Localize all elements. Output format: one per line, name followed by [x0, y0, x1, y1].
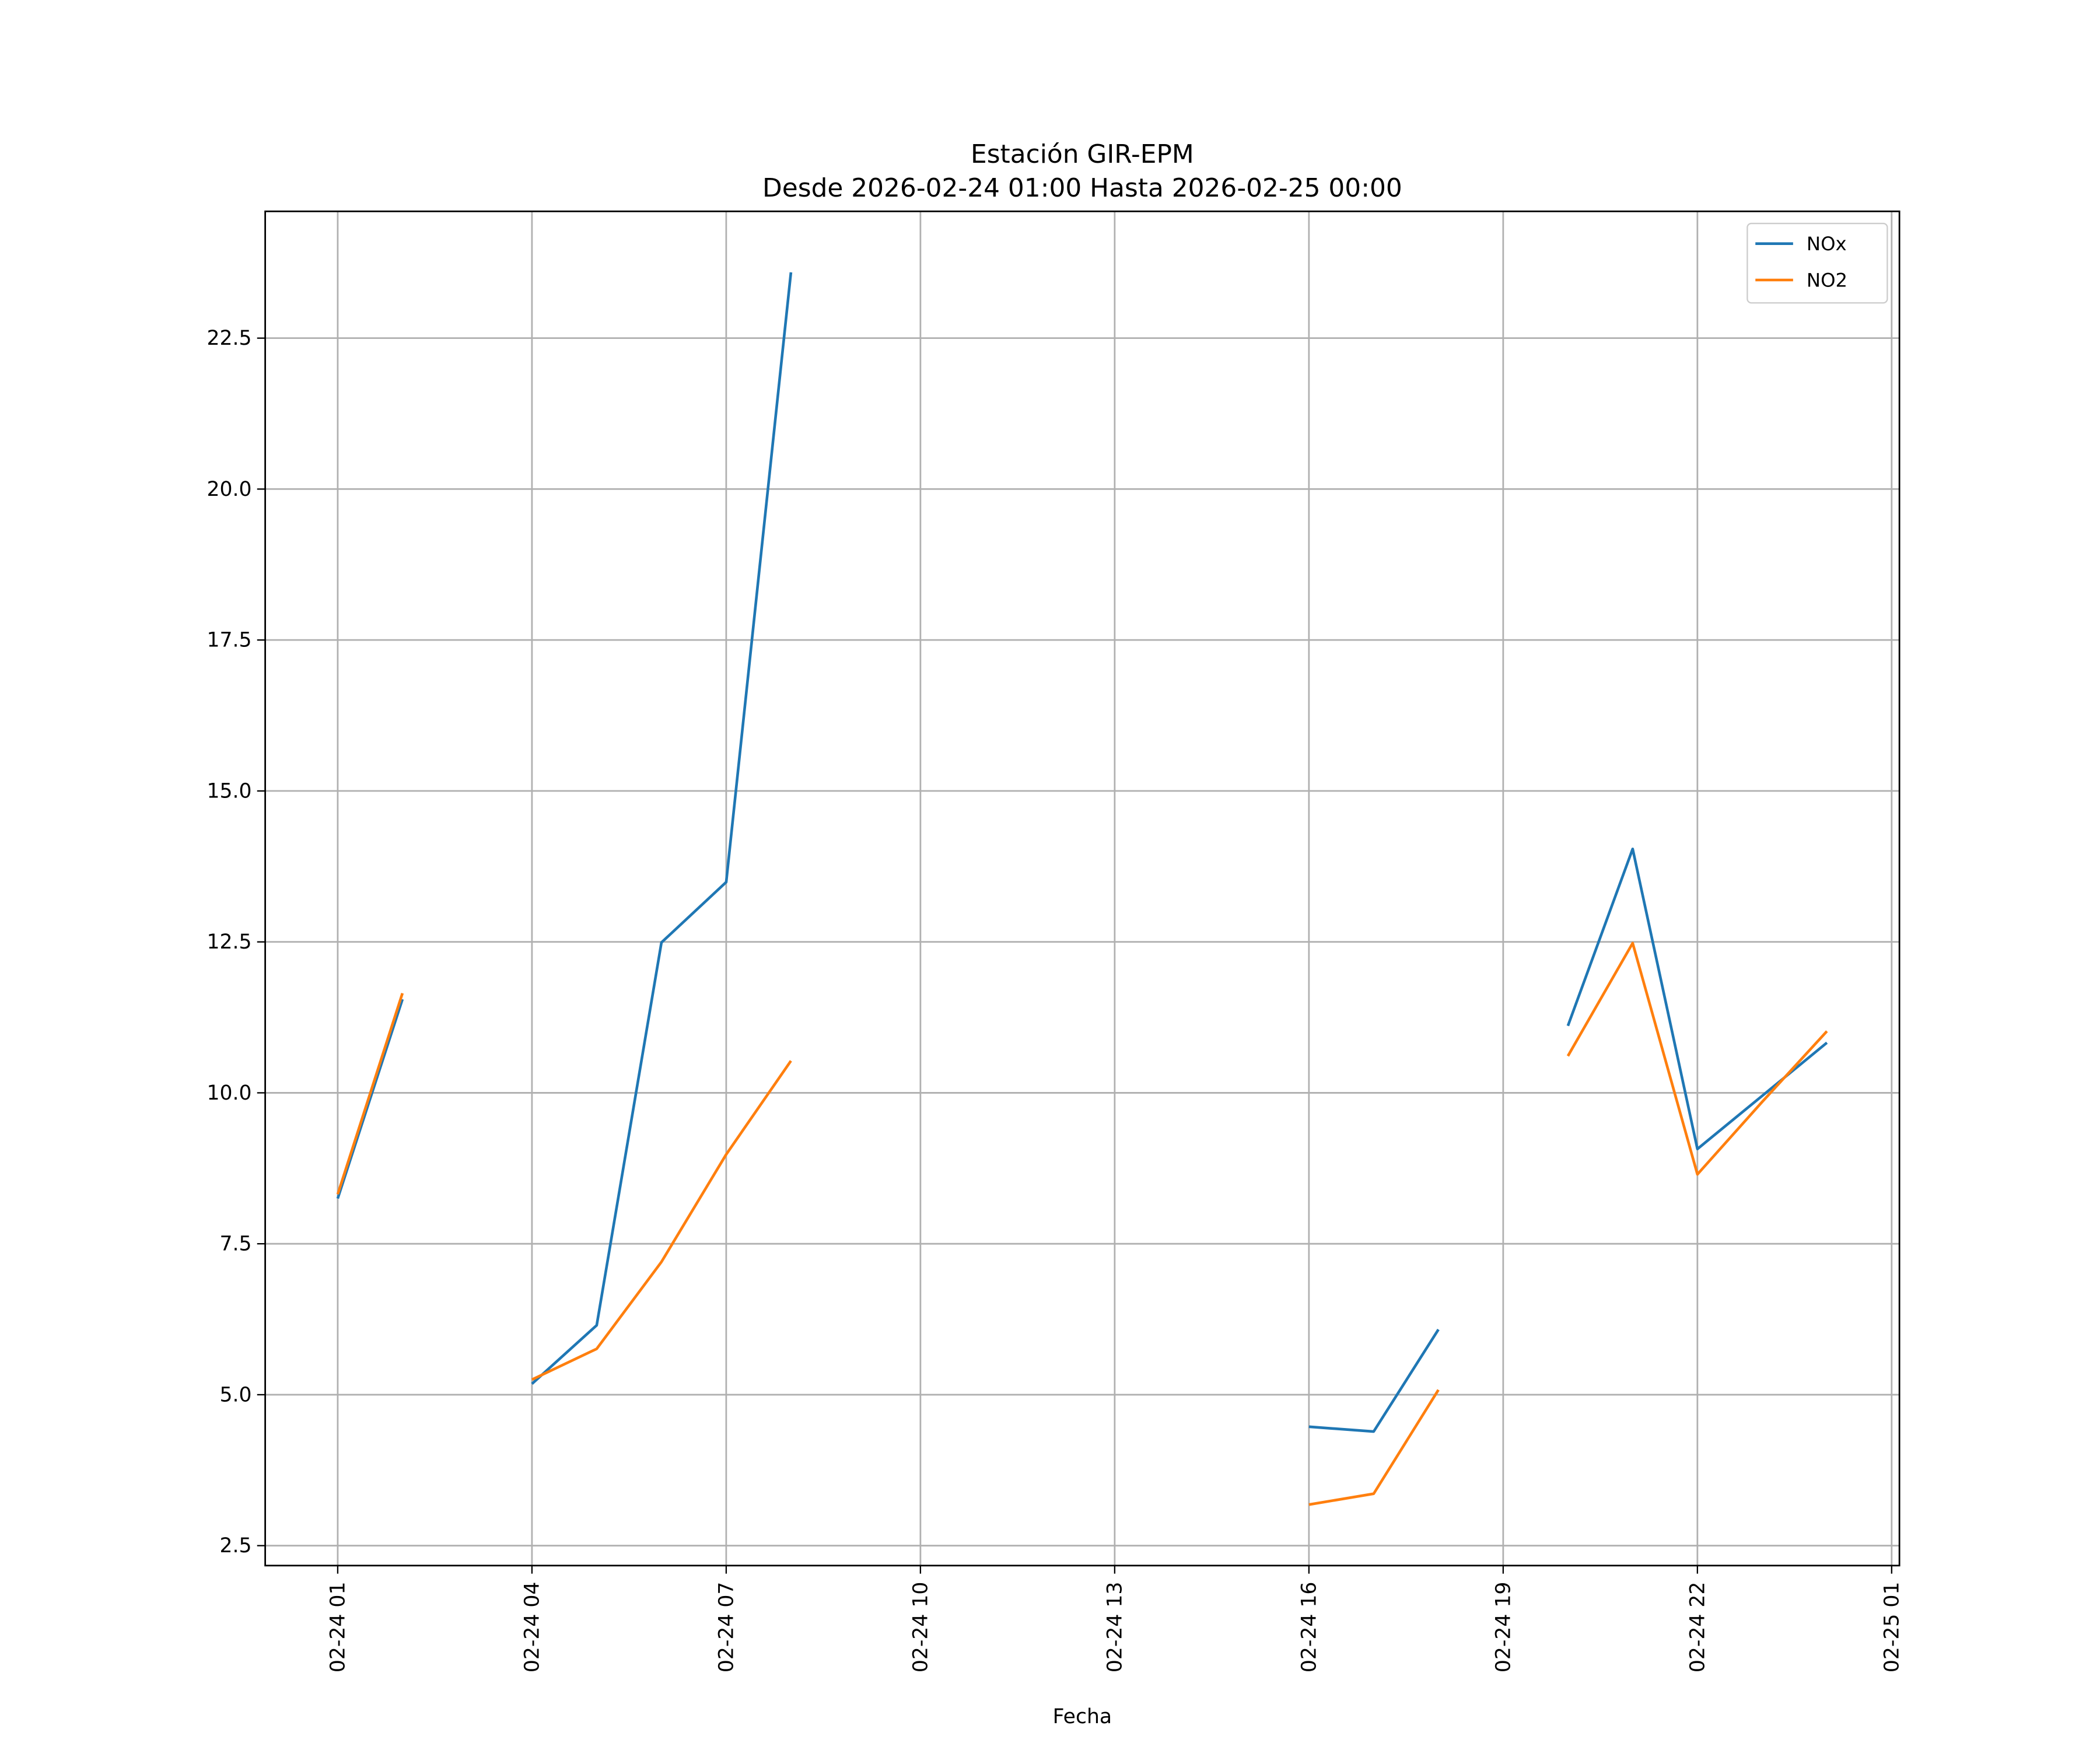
y-tick-label: 12.5 — [206, 930, 251, 954]
legend-label-nox: NOx — [1807, 233, 1847, 255]
x-axis-label: Fecha — [1053, 1705, 1112, 1728]
series-lines — [336, 272, 1828, 1506]
y-tick-label: 10.0 — [206, 1082, 251, 1105]
series-line-no2 — [336, 992, 404, 1195]
x-tick-label: 02-24 22 — [1686, 1582, 1709, 1673]
y-tick-label: 7.5 — [219, 1233, 251, 1256]
series-line-nox — [336, 999, 404, 1199]
y-tick-label: 5.0 — [219, 1383, 251, 1406]
plot-frame — [264, 210, 1901, 1567]
x-tick-label: 02-24 19 — [1492, 1582, 1515, 1673]
chart-subtitle: Desde 2026-02-24 01:00 Hasta 2026-02-25 … — [762, 173, 1402, 203]
x-tick-label: 02-24 16 — [1297, 1582, 1321, 1673]
x-tick-label: 02-24 07 — [715, 1582, 738, 1673]
y-tick-label: 15.0 — [206, 779, 251, 803]
x-axis: 02-24 01 02-24 04 02-24 07 02-24 10 02-24 13… — [326, 1565, 1903, 1673]
y-tick-label: 20.0 — [206, 478, 251, 501]
x-tick-label: 02-24 04 — [520, 1582, 544, 1673]
x-tick-label: 02-25 01 — [1880, 1582, 1903, 1673]
legend-label-no2: NO2 — [1807, 270, 1847, 292]
grid-lines — [265, 211, 1900, 1566]
y-tick-label: 22.5 — [206, 327, 251, 350]
y-tick-label: 17.5 — [206, 629, 251, 652]
x-tick-label: 02-24 13 — [1103, 1582, 1126, 1673]
legend: NOx NO2 — [1746, 222, 1888, 304]
x-tick-label: 02-24 10 — [909, 1582, 932, 1673]
y-tick-label: 2.5 — [219, 1534, 251, 1558]
chart-title: Estación GIR-EPM — [971, 139, 1194, 169]
y-axis: 2.5 5.0 7.5 10.0 12.5 15.0 17.5 20.0 22.5 — [206, 327, 265, 1558]
x-tick-label: 02-24 01 — [326, 1582, 349, 1673]
